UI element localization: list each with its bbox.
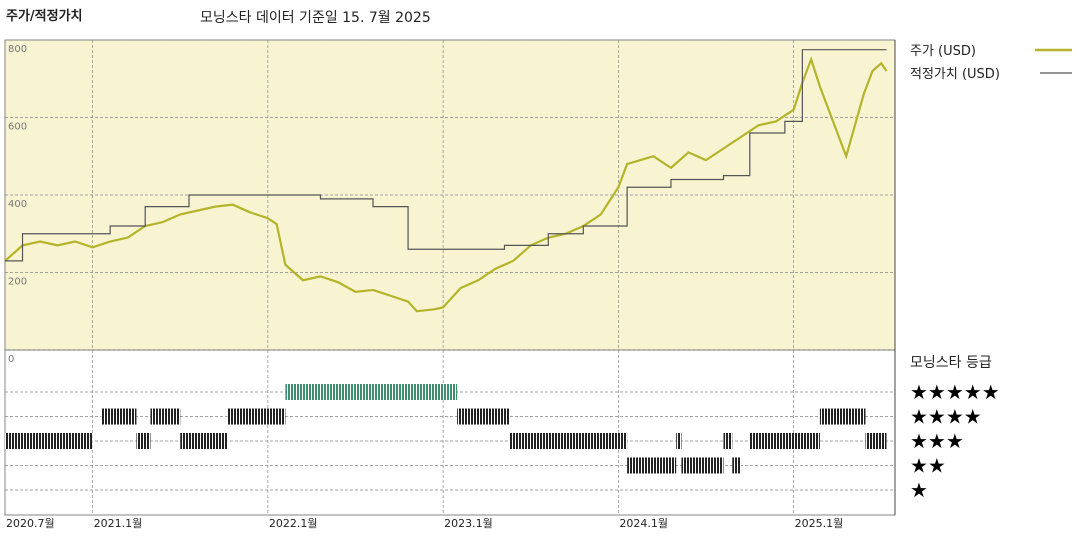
rating-level-label: ★★★★: [910, 405, 982, 429]
rating-bar: [723, 433, 733, 449]
rating-bar: [819, 408, 866, 425]
rating-bar: [227, 408, 286, 425]
rating-bar: [749, 433, 820, 449]
rating-bar: [180, 433, 228, 449]
y-tick-label: 400: [8, 199, 27, 210]
rating-level-label: ★★★★★: [910, 380, 1000, 404]
rating-bar: [627, 457, 677, 474]
rating-bar: [136, 433, 151, 449]
y-tick-label: 600: [8, 122, 27, 133]
rating-title: 모닝스타 등급: [910, 355, 992, 371]
x-tick-label: 2020.7월: [6, 517, 55, 530]
rating-bar: [676, 433, 682, 449]
x-tick-label: 2024.1월: [619, 517, 668, 530]
rating-bar: [457, 408, 510, 425]
rating-bar: [865, 433, 887, 449]
series-line: [4, 56, 888, 313]
series-line: [5, 49, 887, 262]
rating-level-label: ★★★: [910, 429, 964, 453]
rating-level-label: ★: [910, 478, 928, 502]
rating-bar: [5, 433, 93, 449]
rating-level-label: ★★: [910, 454, 946, 478]
x-tick-label: 2023.1월: [444, 517, 493, 530]
x-tick-label: 2021.1월: [94, 517, 143, 530]
rating-bar: [681, 457, 724, 474]
y-tick-label: 200: [8, 277, 27, 288]
x-tick-label: 2025.1월: [795, 517, 844, 530]
x-tick-label: 2022.1월: [269, 517, 318, 530]
rating-bar: [732, 457, 742, 474]
legend-label: 주가 (USD): [910, 44, 976, 59]
y-tick-label: 800: [8, 44, 27, 55]
chart-subtitle: 모닝스타 데이터 기준일 15. 7월 2025: [200, 10, 431, 26]
y-tick-label: 0: [8, 354, 14, 365]
rating-bar: [509, 433, 628, 449]
rating-bar: [101, 408, 137, 425]
rating-bar: [150, 408, 181, 425]
rating-bar: [285, 384, 458, 400]
legend-label: 적정가치 (USD): [910, 67, 1000, 82]
chart-title: 주가/적정가치: [6, 8, 83, 24]
